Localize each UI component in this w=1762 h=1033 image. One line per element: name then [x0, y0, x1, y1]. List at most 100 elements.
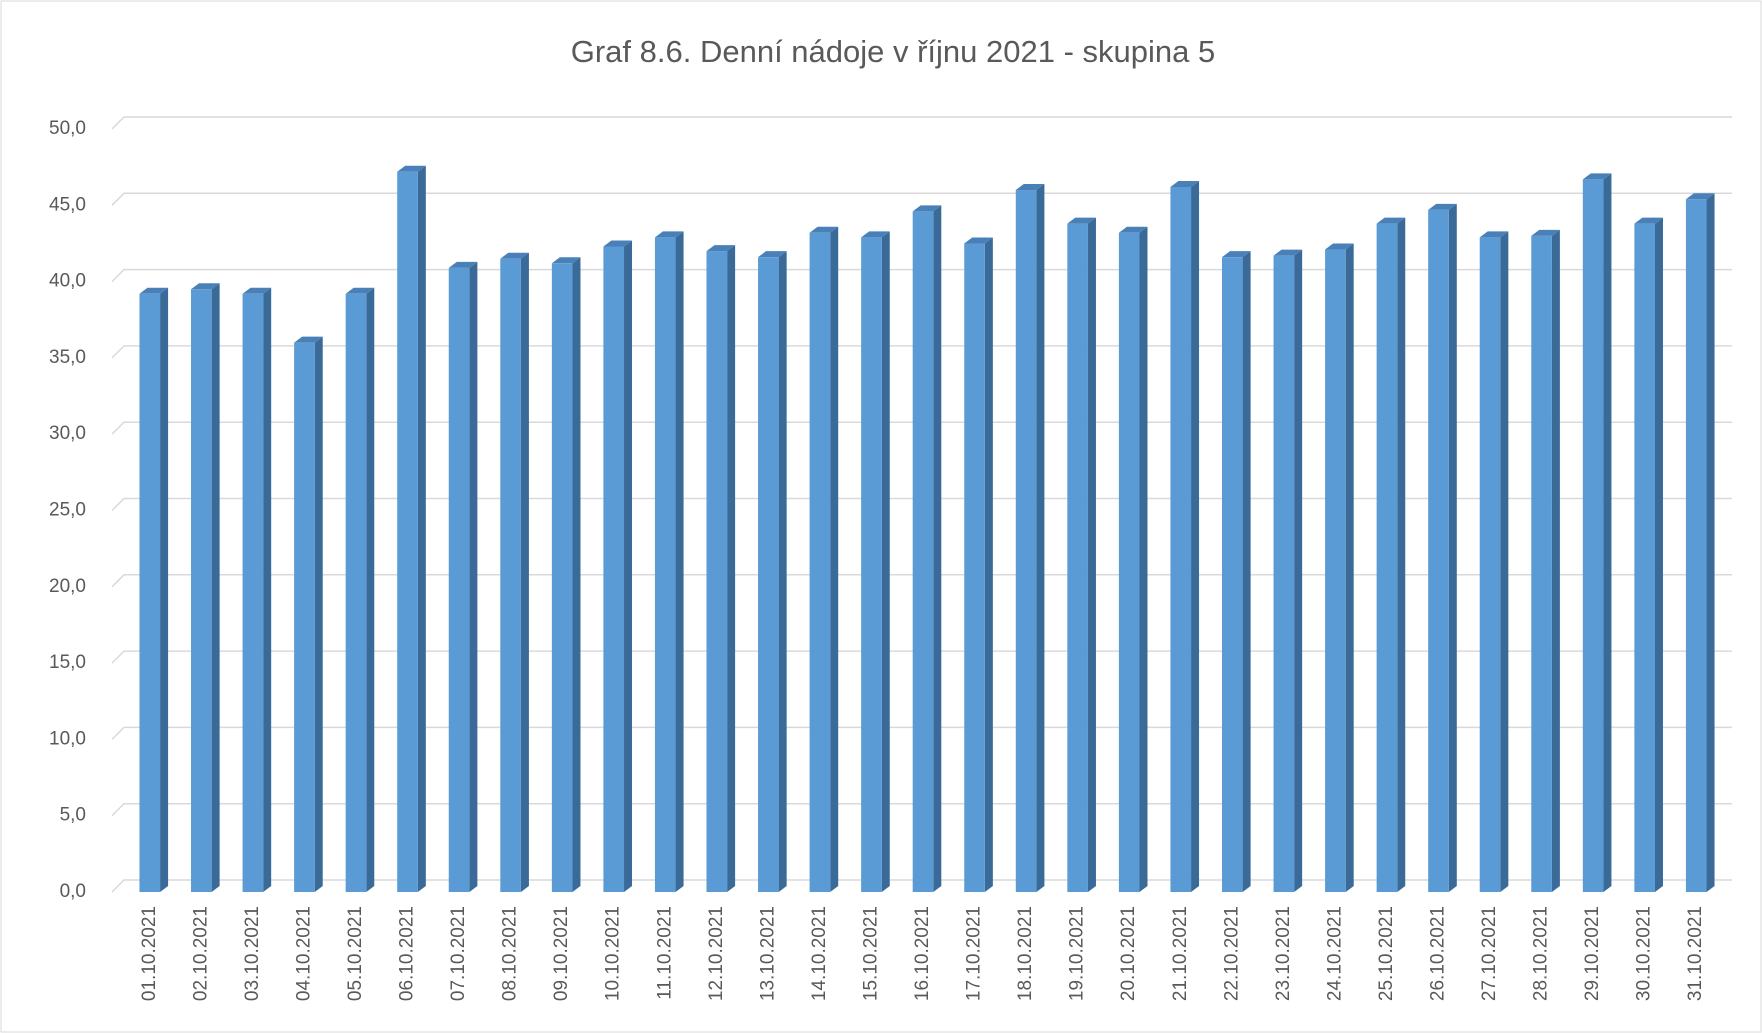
y-tick-label: 0,0 — [60, 881, 86, 902]
bar-side — [624, 240, 633, 892]
bar-front — [706, 251, 728, 892]
bar-side — [727, 245, 736, 892]
bar — [706, 245, 736, 892]
bar-front — [191, 289, 212, 893]
bar-side — [314, 336, 323, 892]
x-tick-label: 20.10.2021 — [1118, 906, 1139, 1001]
y-tick-label: 40,0 — [49, 271, 86, 292]
bar — [191, 283, 220, 893]
bar-top — [448, 261, 478, 268]
bar-front — [654, 237, 676, 892]
bar — [397, 165, 426, 892]
bar-front — [1685, 199, 1707, 893]
x-tick-label: 11.10.2021 — [654, 906, 675, 1000]
bar-front — [1376, 223, 1398, 892]
grid-line — [111, 116, 1732, 130]
bar-front — [551, 263, 573, 893]
bar-front — [1118, 232, 1140, 892]
x-tick-label: 23.10.2021 — [1273, 906, 1294, 1001]
bar — [294, 336, 323, 892]
bar — [654, 231, 684, 892]
bar — [1325, 243, 1354, 892]
bar-top — [191, 283, 220, 290]
x-tick-label: 29.10.2021 — [1582, 906, 1603, 1001]
bar-top — [139, 287, 169, 294]
x-tick-label: 03.10.2021 — [242, 906, 263, 1001]
bar-front — [397, 171, 418, 892]
bar-front — [809, 232, 831, 892]
bar-side — [1551, 229, 1560, 892]
x-tick-label: 26.10.2021 — [1427, 906, 1448, 1001]
x-tick-label: 01.10.2021 — [139, 906, 160, 1001]
x-tick-label: 24.10.2021 — [1324, 906, 1345, 1001]
bar-front — [912, 211, 934, 893]
bar-front — [1325, 249, 1346, 892]
x-tick-label: 15.10.2021 — [860, 906, 881, 1001]
x-tick-label: 31.10.2021 — [1685, 906, 1706, 1001]
bar-top — [551, 257, 581, 264]
bar — [809, 226, 839, 892]
bar — [603, 240, 633, 892]
bar — [448, 261, 478, 893]
bar — [345, 287, 375, 893]
bar-front — [1221, 257, 1243, 893]
bar-side — [366, 287, 375, 893]
bar-top — [1170, 180, 1200, 187]
bar-side — [1242, 251, 1251, 892]
bar-side — [984, 237, 993, 892]
bar-side — [830, 226, 839, 892]
bar-side — [1294, 249, 1303, 892]
bar — [1428, 203, 1457, 893]
bar-top — [242, 287, 272, 294]
x-tick-label: 06.10.2021 — [397, 906, 418, 1001]
bar-side — [1036, 184, 1045, 893]
bar — [242, 287, 272, 893]
bar-side — [1397, 217, 1406, 892]
bar-side — [263, 287, 272, 893]
bar — [1221, 251, 1251, 893]
x-tick-label: 13.10.2021 — [757, 906, 778, 1001]
bar — [1479, 231, 1509, 892]
bar-front — [1582, 179, 1604, 892]
bar — [1273, 249, 1303, 892]
bar-front — [1170, 186, 1192, 892]
bar-side — [675, 231, 684, 892]
x-tick-label: 19.10.2021 — [1067, 906, 1088, 1001]
bar-top — [397, 165, 426, 172]
bar-top — [1376, 217, 1406, 224]
bar-top — [809, 226, 839, 233]
bar-side — [469, 261, 478, 893]
bar — [1118, 226, 1148, 892]
x-tick-label: 21.10.2021 — [1170, 906, 1191, 1001]
bar — [1685, 193, 1715, 893]
bar — [1376, 217, 1406, 892]
bar-front — [603, 246, 625, 892]
bar-front — [1531, 235, 1552, 892]
x-tick-label: 16.10.2021 — [912, 906, 933, 1001]
bar-side — [1706, 193, 1715, 893]
bar-front — [964, 243, 985, 892]
x-tick-label: 28.10.2021 — [1531, 906, 1552, 1001]
x-tick-label: 25.10.2021 — [1376, 906, 1397, 1001]
y-tick-label: 5,0 — [60, 805, 86, 826]
x-tick-label: 10.10.2021 — [603, 906, 624, 1001]
x-tick-label: 12.10.2021 — [706, 906, 727, 1001]
bar — [758, 251, 787, 893]
bar-side — [1654, 217, 1663, 892]
bar-top — [1273, 249, 1303, 256]
x-tick-label: 27.10.2021 — [1479, 906, 1500, 1001]
bar-side — [1087, 217, 1096, 892]
y-tick-label: 15,0 — [49, 652, 86, 673]
bar-front — [1067, 223, 1088, 892]
y-tick-label: 25,0 — [49, 500, 86, 521]
bar-top — [1067, 217, 1096, 224]
y-tick-label: 45,0 — [49, 194, 86, 215]
y-tick-label: 30,0 — [49, 423, 86, 444]
bar-side — [417, 165, 426, 892]
bar-front — [500, 258, 521, 893]
bar-side — [881, 231, 890, 892]
bar — [964, 237, 993, 892]
bar — [1015, 184, 1045, 893]
bar-top — [706, 245, 736, 252]
bar — [1170, 180, 1200, 892]
